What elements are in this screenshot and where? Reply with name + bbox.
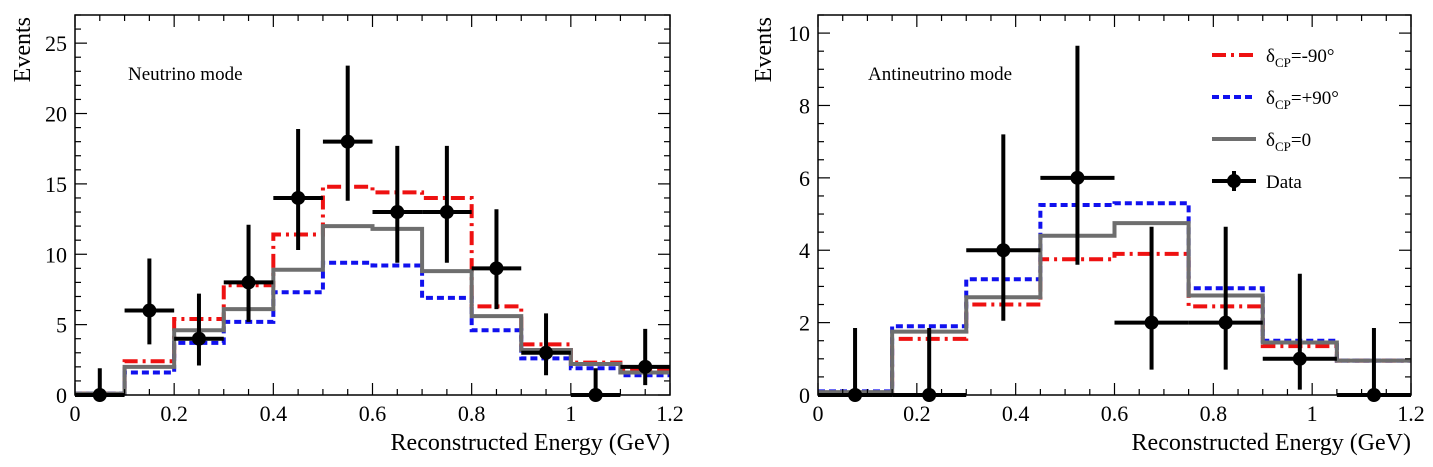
chart-neutrino: 0 0.2 0.4 0.6 0.8 1 1.2 0 5 10 15 20 25 Reconstructed… [10, 14, 684, 456]
y-tick-label: 25 [45, 31, 67, 56]
data-marker [291, 190, 306, 205]
data-marker [439, 205, 454, 220]
data-point [570, 368, 621, 402]
x-tick-label: 1.2 [656, 401, 684, 426]
legend-label: Data [1266, 172, 1302, 193]
legend-entry: δCP=-90° [1212, 46, 1335, 70]
data-marker [191, 331, 206, 346]
y-tick-label: 4 [799, 238, 810, 263]
y-tick-label: 20 [45, 102, 67, 127]
x-tick-label: 0.4 [1002, 401, 1030, 426]
x-tick-label: 1 [1307, 401, 1318, 426]
data-point [422, 145, 472, 263]
data-marker [142, 303, 157, 318]
x-axis-title: Reconstructed Energy (GeV) [391, 430, 670, 456]
x-tick-label: 0 [70, 401, 81, 426]
y-tick-label: 8 [799, 93, 810, 118]
data-point [1040, 45, 1115, 265]
y-axis-title: Events [10, 17, 36, 82]
panel-label: Antineutrino mode [868, 64, 1012, 85]
data-marker [638, 359, 653, 374]
histogram-cp+90 [75, 260, 670, 396]
data-point [124, 258, 175, 345]
data-point [471, 209, 522, 310]
y-tick-label: 10 [788, 21, 810, 46]
data-marker [539, 345, 554, 360]
data-point [521, 313, 571, 376]
histogram-cp-90 [75, 184, 670, 396]
data-point [1262, 273, 1337, 390]
y-tick-label: 0 [56, 383, 67, 408]
data-point [620, 328, 670, 386]
data-point [273, 129, 323, 251]
data-marker [1218, 315, 1233, 330]
x-axis-title: Reconstructed Energy (GeV) [1132, 430, 1411, 456]
legend-entry: δCP=+90° [1212, 88, 1339, 112]
legend-label: δCP=+90° [1266, 88, 1339, 112]
x-tick-label: 0 [813, 401, 824, 426]
x-tick-label: 0.4 [260, 401, 288, 426]
x-tick-label: 1 [565, 401, 576, 426]
legend-label: δCP=-90° [1266, 46, 1335, 70]
data-marker [390, 205, 405, 220]
y-tick-label: 5 [56, 313, 67, 338]
data-point [75, 368, 125, 402]
data-marker [241, 275, 256, 290]
data-point [966, 134, 1041, 321]
data-point [1188, 226, 1263, 370]
legend-swatch-marker [1227, 174, 1241, 188]
y-tick-label: 6 [799, 166, 810, 191]
x-tick-label: 0.8 [1200, 401, 1228, 426]
data-point [372, 145, 423, 263]
y-tick-label: 2 [799, 311, 810, 336]
legend-entry: Data [1212, 171, 1302, 193]
legend-entry: δCP=0 [1212, 130, 1311, 154]
chart-antineutrino: 0 0.2 0.4 0.6 0.8 1 1.2 0 2 4 6 8 10 Reconstructed En… [751, 14, 1425, 456]
data-point [174, 293, 224, 366]
y-tick-label: 10 [45, 242, 67, 267]
data-point [223, 224, 274, 322]
data-point [1114, 226, 1189, 370]
data-marker [1144, 315, 1159, 330]
y-tick-label: 15 [45, 172, 67, 197]
data-marker [1292, 351, 1307, 366]
x-tick-label: 0.6 [1101, 401, 1129, 426]
histogram-cp0 [818, 221, 1411, 395]
y-tick-label: 0 [799, 383, 810, 408]
legend: δCP=-90° δCP=+90° δCP=0 Data [1212, 46, 1339, 193]
data-marker [489, 261, 504, 276]
data-marker [1070, 170, 1085, 185]
x-tick-label: 0.2 [160, 401, 188, 426]
data-point [322, 65, 373, 201]
data-point [1336, 328, 1411, 402]
data-marker [340, 134, 355, 149]
x-tick-label: 0.2 [903, 401, 931, 426]
legend-label: δCP=0 [1266, 130, 1311, 154]
x-tick-label: 1.2 [1397, 401, 1425, 426]
x-tick-label: 0.8 [458, 401, 486, 426]
y-axis-title: Events [751, 17, 777, 82]
data-marker [996, 243, 1011, 258]
x-tick-label: 0.6 [359, 401, 387, 426]
panel-label: Neutrino mode [128, 64, 243, 85]
